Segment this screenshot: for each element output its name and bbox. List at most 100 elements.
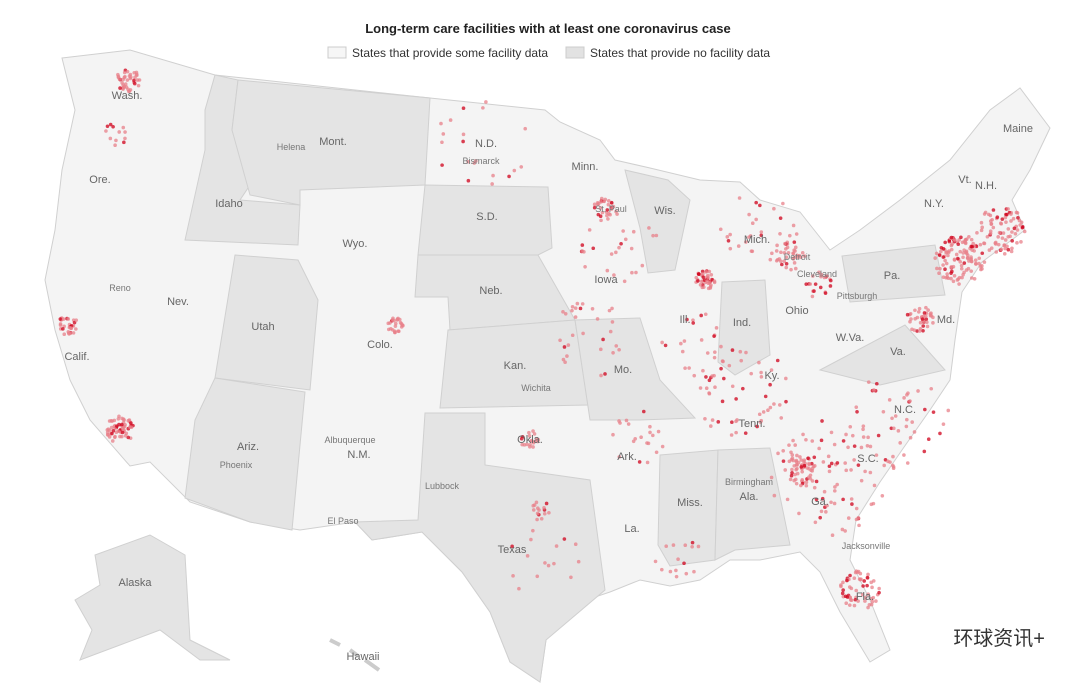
facility-dot bbox=[945, 272, 949, 276]
state-label: Alaska bbox=[118, 577, 152, 589]
facility-dot bbox=[848, 424, 853, 429]
state-label: N.H. bbox=[975, 180, 997, 192]
facility-dot bbox=[820, 496, 825, 501]
facility-dot bbox=[602, 199, 606, 204]
facility-dot bbox=[481, 106, 485, 110]
facility-dot bbox=[122, 140, 126, 145]
facility-dot bbox=[621, 229, 625, 233]
facility-dot bbox=[113, 434, 117, 439]
facility-dot bbox=[608, 329, 613, 334]
facility-dot bbox=[827, 464, 832, 469]
facility-dot bbox=[810, 274, 815, 278]
facility-dot bbox=[1015, 211, 1020, 215]
facility-dot bbox=[124, 431, 129, 436]
state-label: N.M. bbox=[347, 449, 370, 461]
facility-dot bbox=[699, 279, 704, 284]
facility-dot bbox=[917, 306, 922, 311]
facility-dot bbox=[956, 242, 961, 247]
facility-dot bbox=[882, 463, 886, 468]
facility-dot bbox=[982, 260, 987, 264]
facility-dot bbox=[859, 478, 864, 483]
facility-dot bbox=[871, 501, 876, 506]
facility-dot bbox=[570, 333, 575, 338]
facility-dot bbox=[791, 251, 796, 256]
facility-dot bbox=[754, 200, 758, 205]
facility-dot bbox=[561, 310, 565, 314]
facility-dot bbox=[563, 360, 567, 365]
facility-dot bbox=[1006, 247, 1011, 252]
facility-dot bbox=[772, 493, 777, 498]
facility-dot bbox=[793, 245, 798, 250]
facility-dot bbox=[850, 502, 854, 506]
state-label: W.Va. bbox=[836, 332, 865, 344]
facility-dot bbox=[712, 334, 716, 338]
facility-dot bbox=[852, 444, 857, 448]
facility-dot bbox=[691, 321, 696, 325]
facility-dot bbox=[397, 329, 401, 334]
facility-dot bbox=[796, 460, 801, 465]
facility-dot bbox=[856, 569, 861, 574]
facility-dot bbox=[972, 276, 977, 281]
facility-dot bbox=[744, 350, 748, 355]
facility-dot bbox=[967, 234, 971, 239]
facility-dot bbox=[535, 574, 540, 579]
facility-dot bbox=[896, 429, 901, 433]
state-label: Tenn. bbox=[739, 418, 766, 430]
facility-dot bbox=[832, 501, 837, 506]
facility-dot bbox=[941, 255, 946, 259]
facility-dot bbox=[926, 308, 930, 312]
facility-dot bbox=[727, 363, 732, 368]
facility-dot bbox=[626, 422, 631, 426]
state-label: Wyo. bbox=[343, 238, 368, 250]
facility-dot bbox=[869, 580, 874, 585]
facility-dot bbox=[877, 586, 881, 591]
facility-dot bbox=[748, 234, 753, 238]
facility-dot bbox=[573, 306, 578, 310]
facility-dot bbox=[656, 429, 661, 434]
facility-dot bbox=[830, 533, 835, 538]
facility-dot bbox=[969, 237, 974, 242]
facility-dot bbox=[969, 259, 974, 264]
facility-dot bbox=[648, 424, 652, 429]
facility-dot bbox=[569, 575, 573, 580]
facility-dot bbox=[846, 516, 851, 520]
facility-dot bbox=[386, 321, 391, 326]
facility-dot bbox=[67, 325, 72, 330]
state-label: Colo. bbox=[367, 339, 393, 351]
facility-dot bbox=[738, 349, 743, 354]
facility-dot bbox=[956, 256, 960, 261]
state-label: Miss. bbox=[677, 497, 703, 509]
facility-dot bbox=[791, 223, 796, 228]
facility-dot bbox=[512, 168, 517, 173]
facility-dot bbox=[863, 595, 868, 600]
facility-dot bbox=[975, 231, 979, 235]
facility-dot bbox=[759, 370, 763, 375]
city-label: Cleveland bbox=[797, 269, 837, 279]
facility-dot bbox=[747, 212, 751, 217]
facility-dot bbox=[785, 497, 790, 502]
facility-dot bbox=[850, 433, 855, 438]
facility-dot bbox=[1002, 243, 1006, 248]
city-label: Reno bbox=[109, 283, 131, 293]
facility-dot bbox=[671, 543, 676, 547]
facility-dot bbox=[906, 391, 910, 395]
facility-dot bbox=[924, 317, 929, 322]
facility-dot bbox=[1005, 244, 1009, 249]
city-label: St. Paul bbox=[595, 204, 627, 214]
state-label: Minn. bbox=[572, 161, 599, 173]
facility-dot bbox=[848, 573, 852, 578]
facility-dot bbox=[605, 268, 610, 273]
facility-dot bbox=[814, 497, 819, 502]
facility-dot bbox=[958, 249, 963, 254]
facility-dot bbox=[618, 421, 622, 425]
facility-dot bbox=[893, 414, 898, 418]
facility-dot bbox=[531, 445, 535, 449]
state-label: Wis. bbox=[654, 205, 675, 217]
facility-dot bbox=[599, 373, 603, 378]
state-label: Hawaii bbox=[346, 651, 379, 663]
facility-dot bbox=[974, 262, 978, 266]
facility-dot bbox=[978, 264, 983, 269]
facility-dot bbox=[391, 316, 395, 321]
title: Long-term care facilities with at least … bbox=[365, 21, 731, 36]
